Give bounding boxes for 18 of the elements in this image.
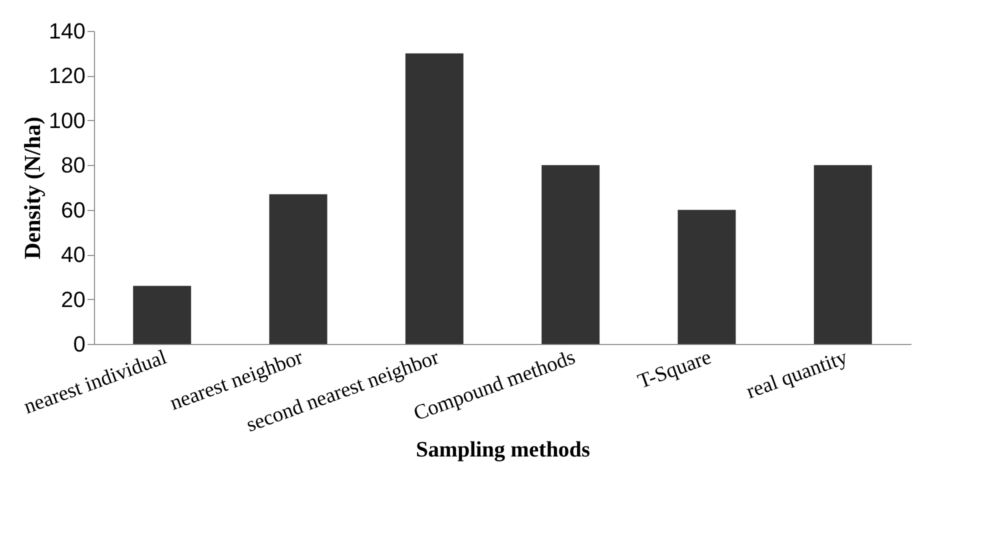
x-tick-label: real quantity — [743, 344, 851, 404]
y-axis-title: Density (N/ha) — [20, 116, 45, 260]
y-tick-label: 140 — [48, 18, 86, 44]
x-tick-label: T-Square — [634, 344, 714, 394]
y-tick-label: 0 — [73, 332, 86, 356]
y-tick-label: 20 — [61, 286, 86, 312]
y-tick-label: 40 — [61, 242, 86, 268]
y-tick-label: 120 — [48, 63, 86, 88]
x-axis-title: Sampling methods — [416, 436, 591, 462]
bar — [269, 194, 328, 344]
y-tick-label: 80 — [61, 152, 86, 178]
y-tick-label: 60 — [61, 197, 86, 222]
bar — [405, 53, 464, 344]
bar — [542, 165, 600, 344]
bar — [133, 286, 192, 344]
bar — [678, 210, 736, 344]
bar — [814, 165, 872, 344]
y-tick-label: 100 — [48, 108, 86, 133]
